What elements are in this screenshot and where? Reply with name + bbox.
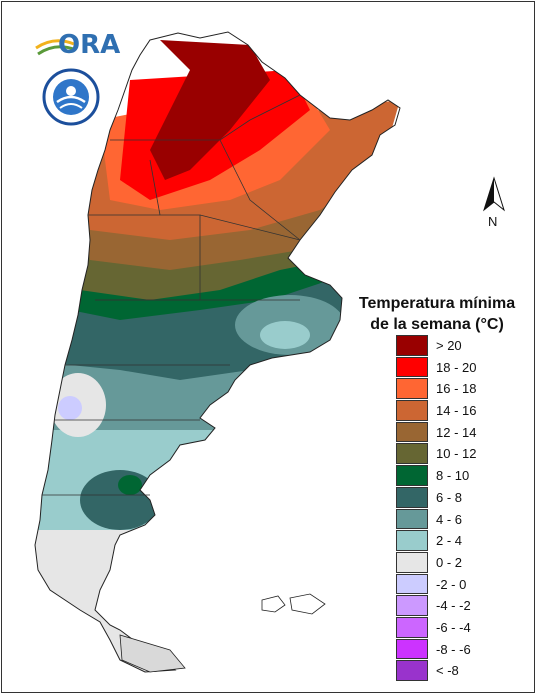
legend-label: 4 - 6 [436,511,463,527]
legend-title: Temperatura mínima de la semana (°C) [342,293,532,335]
legend-label: -6 - -4 [436,619,471,635]
legend-swatch [396,421,428,443]
legend-title-line2: de la semana (°C) [370,316,504,333]
temperature-bands [35,40,400,672]
legend-label: 12 - 14 [436,424,477,440]
legend-swatch [396,443,428,465]
legend-swatch [396,595,428,616]
legend-title-line1: Temperatura mínima [358,295,516,312]
legend-label: 8 - 10 [436,468,470,484]
legend-swatch [396,486,428,508]
legend-swatch [396,335,428,356]
smn-logo [42,68,100,126]
falkland-islands [261,593,326,615]
legend-swatch [396,551,428,573]
legend-label: 10 - 12 [436,446,477,462]
legend-swatch [396,356,428,378]
legend-label: 0 - 2 [436,554,463,570]
legend-swatch [396,638,428,660]
legend-label: < -8 [436,663,459,679]
legend-label: > 20 [436,338,462,353]
legend-swatch [396,573,428,595]
north-label: N [488,214,498,229]
north-arrow-icon [483,176,505,212]
legend-swatch [396,378,428,400]
country-outline [34,31,401,673]
legend-label: 2 - 4 [436,533,463,549]
legend-label: 16 - 18 [436,381,477,397]
legend-swatch [396,530,428,551]
ora-logo [35,39,77,56]
legend-swatch [396,400,428,421]
legend-label: -4 - -2 [436,598,471,614]
tierra-del-fuego [119,634,186,673]
legend-label: -8 - -6 [436,641,471,657]
legend-label: -2 - 0 [436,576,467,592]
legend-swatch [396,660,428,681]
province-borders [42,94,301,496]
legend-swatch [396,508,428,530]
legend-label: 14 - 16 [436,403,477,419]
legend-label: 6 - 8 [436,489,463,505]
legend-swatch [396,465,428,486]
legend-swatch [396,616,428,638]
legend-label: 18 - 20 [436,359,477,375]
ora-logo-text: ORA [58,30,121,60]
